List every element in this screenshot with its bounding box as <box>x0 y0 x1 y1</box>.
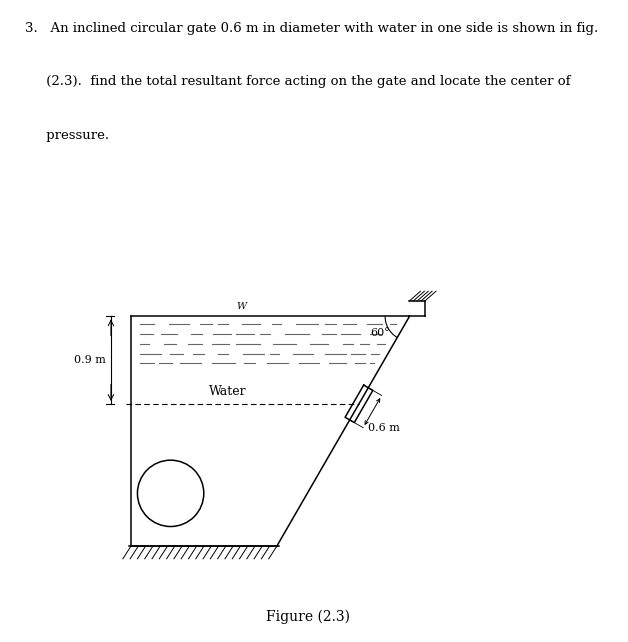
Text: 3.   An inclined circular gate 0.6 m in diameter with water in one side is shown: 3. An inclined circular gate 0.6 m in di… <box>25 22 598 35</box>
Text: Water: Water <box>209 385 247 398</box>
Text: 60°: 60° <box>370 329 390 338</box>
Text: 0.9 m: 0.9 m <box>73 355 106 365</box>
Text: Figure (2.3): Figure (2.3) <box>266 610 350 625</box>
Text: 0.6 m: 0.6 m <box>368 422 400 433</box>
Text: (2.3).  find the total resultant force acting on the gate and locate the center : (2.3). find the total resultant force ac… <box>25 76 571 89</box>
Text: W: W <box>236 302 246 311</box>
Text: pressure.: pressure. <box>25 130 109 143</box>
